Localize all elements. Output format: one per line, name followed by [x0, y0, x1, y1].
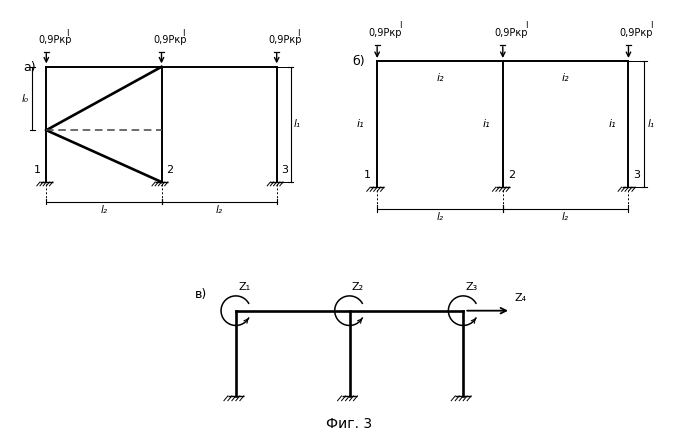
Text: 0,9Ркр: 0,9Ркр [154, 35, 187, 45]
Text: i₁: i₁ [357, 120, 365, 129]
Text: Фиг. 3: Фиг. 3 [326, 417, 373, 431]
Text: Z₂: Z₂ [352, 282, 364, 293]
Text: 1: 1 [364, 170, 371, 180]
Text: i₂: i₂ [436, 73, 444, 83]
Text: i₂: i₂ [562, 73, 570, 83]
Text: 2: 2 [166, 165, 173, 175]
Text: Z₁: Z₁ [238, 282, 250, 293]
Text: Z₃: Z₃ [466, 282, 477, 293]
Text: 0,9Ркр: 0,9Ркр [620, 28, 653, 38]
Text: I: I [525, 21, 527, 30]
Text: 1: 1 [34, 165, 41, 175]
Text: 2: 2 [508, 170, 515, 180]
Text: l₁: l₁ [294, 120, 301, 129]
Text: I: I [651, 21, 653, 30]
Text: l₂: l₂ [562, 212, 569, 222]
Text: I: I [66, 29, 69, 38]
Text: 0,9Ркр: 0,9Ркр [268, 35, 302, 45]
Text: Z₄: Z₄ [514, 293, 526, 303]
Text: l₂: l₂ [215, 205, 222, 215]
Text: l₀: l₀ [22, 94, 29, 103]
Text: в): в) [195, 288, 207, 301]
Text: i₁: i₁ [608, 120, 616, 129]
Text: 3: 3 [633, 170, 640, 180]
Text: l₂: l₂ [101, 205, 108, 215]
Text: 0,9Ркр: 0,9Ркр [368, 28, 402, 38]
Text: 3: 3 [281, 165, 288, 175]
Text: 0,9Ркр: 0,9Ркр [494, 28, 528, 38]
Text: I: I [182, 29, 184, 38]
Text: I: I [297, 29, 299, 38]
Text: l₂: l₂ [436, 212, 443, 222]
Text: i₁: i₁ [482, 120, 490, 129]
Text: а): а) [23, 61, 36, 74]
Text: l₁: l₁ [647, 120, 654, 129]
Text: б): б) [352, 55, 365, 68]
Text: I: I [399, 21, 402, 30]
Text: 0,9Ркр: 0,9Ркр [38, 35, 72, 45]
